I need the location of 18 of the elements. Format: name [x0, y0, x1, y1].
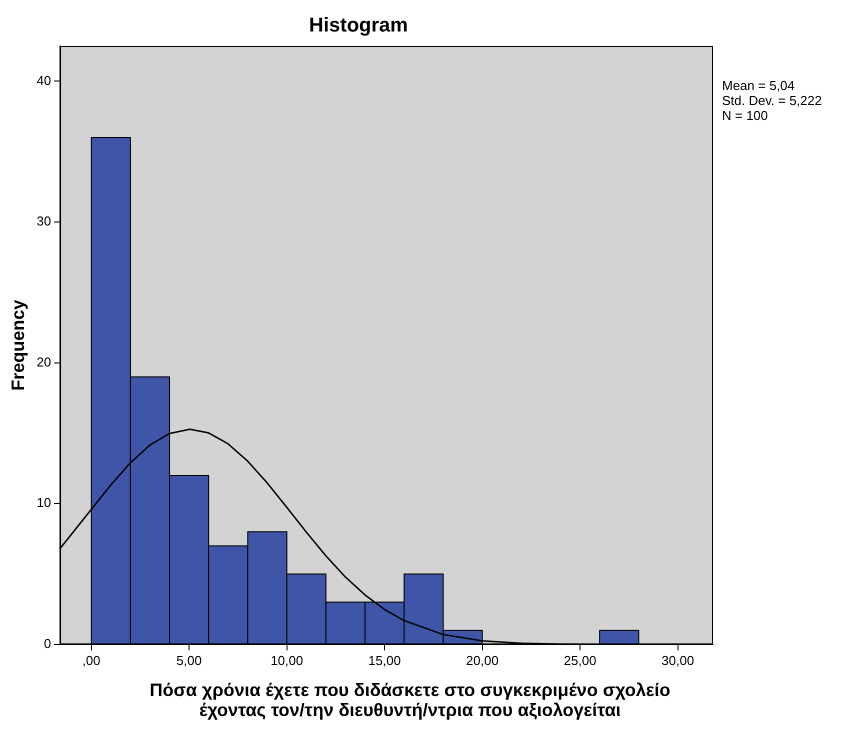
y-tick-label: 20	[36, 354, 52, 370]
x-tick-label: ,00	[82, 652, 100, 668]
x-tick-label: 20,00	[466, 652, 499, 668]
text: Mean = 5,04	[722, 78, 796, 93]
y-tick-label: 40	[36, 72, 52, 88]
text: Std. Dev. = 5,222	[722, 93, 822, 108]
y-tick-label: 0	[44, 636, 52, 651]
x-axis-title: Πόσα χρόνια έχετε που διδάσκετε στο συγκεκριμένο σχολείο έχοντας τον/την διευθυντή/ντρια που αξιολογείται	[148, 680, 672, 720]
x-tick-label: 5,00	[176, 652, 202, 668]
chart-title: Histogram	[309, 14, 408, 37]
x-tick-label: 15,00	[368, 652, 401, 668]
x-tick-label: 30,00	[662, 652, 694, 668]
y-tick-label: 10	[36, 495, 52, 510]
text: N = 100	[722, 108, 769, 123]
y-axis-title: Frequency	[8, 300, 28, 391]
y-tick-label: 30	[36, 214, 52, 229]
x-tick-label: 25,00	[564, 652, 596, 668]
x-tick-label: 10,00	[270, 652, 304, 668]
